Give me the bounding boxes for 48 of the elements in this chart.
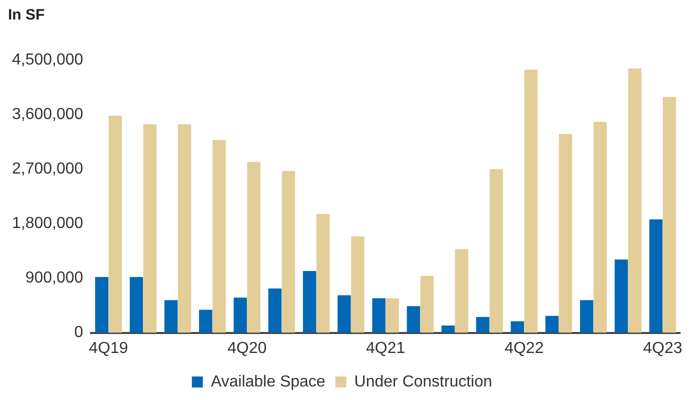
bar: [524, 70, 538, 333]
bar: [420, 276, 434, 333]
x-tick-label: 4Q19: [88, 340, 128, 357]
bar: [662, 96, 676, 333]
bar: [628, 68, 642, 333]
bar: [594, 122, 607, 333]
bar: [108, 116, 122, 333]
legend-label: Under Construction: [354, 373, 492, 390]
bar: [406, 306, 420, 333]
bar: [580, 300, 594, 333]
bar: [510, 321, 524, 333]
bar: [95, 277, 108, 333]
bar: [558, 134, 572, 333]
bar: [247, 162, 260, 333]
bar: [351, 236, 364, 333]
bar: [476, 317, 490, 333]
x-tick-label: 4Q21: [366, 340, 406, 357]
x-tick-label: 4Q22: [504, 340, 544, 357]
bar: [386, 298, 399, 333]
bar: [282, 170, 296, 333]
bar: [234, 298, 247, 333]
y-tick-label: 900,000: [25, 270, 84, 287]
bar: [441, 326, 455, 333]
bar: [178, 124, 192, 333]
y-tick-label: 1,800,000: [12, 215, 84, 232]
y-tick-label: 3,600,000: [12, 106, 84, 123]
y-tick-label: 4,500,000: [12, 51, 84, 68]
bar: [268, 288, 282, 333]
bar: [164, 300, 178, 333]
bar: [545, 316, 559, 333]
bar: [212, 140, 226, 333]
bar: [614, 259, 628, 333]
bar: [372, 298, 386, 333]
bar: [302, 270, 316, 333]
bar: [199, 310, 212, 333]
y-axis-title: In SF: [8, 6, 45, 24]
y-tick-label: 2,700,000: [12, 160, 84, 178]
x-tick-label: 4Q20: [227, 340, 267, 357]
x-tick-label: 4Q23: [643, 340, 682, 357]
bar: [316, 214, 330, 333]
legend-label: Available Space: [210, 373, 326, 390]
bar: [338, 295, 351, 333]
y-tick-label: 0: [74, 324, 84, 342]
bar: [130, 277, 143, 333]
bar: [649, 219, 663, 333]
bar: [143, 124, 157, 333]
bar: [455, 249, 468, 333]
bar: [490, 169, 503, 333]
